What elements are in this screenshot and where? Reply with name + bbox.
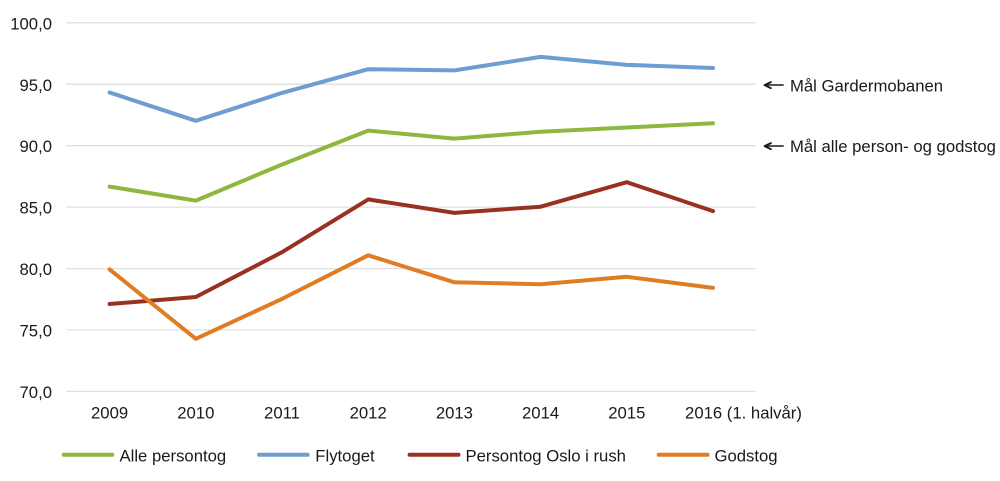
svg-text:75,0: 75,0: [20, 322, 52, 341]
svg-text:2012: 2012: [350, 403, 387, 422]
svg-text:2009: 2009: [91, 403, 128, 422]
svg-text:2010: 2010: [177, 403, 214, 422]
svg-text:Mål alle person- og godstog: Mål alle person- og godstog: [790, 137, 996, 156]
svg-text:90,0: 90,0: [20, 137, 52, 156]
svg-text:100,0: 100,0: [10, 14, 52, 33]
svg-text:80,0: 80,0: [20, 260, 52, 279]
svg-text:85,0: 85,0: [20, 199, 52, 218]
svg-text:2011: 2011: [264, 403, 300, 422]
svg-text:Mål Gardermobanen: Mål Gardermobanen: [790, 77, 943, 96]
svg-text:Godstog: Godstog: [715, 447, 778, 466]
svg-text:2016 (1. halvår): 2016 (1. halvår): [685, 403, 802, 422]
svg-text:2014: 2014: [522, 403, 559, 422]
svg-text:Flytoget: Flytoget: [315, 447, 375, 466]
svg-text:2013: 2013: [436, 403, 473, 422]
svg-text:70,0: 70,0: [20, 383, 52, 402]
svg-text:2015: 2015: [608, 403, 645, 422]
svg-text:Persontog Oslo i rush: Persontog Oslo i rush: [466, 447, 626, 466]
svg-text:95,0: 95,0: [20, 76, 52, 95]
svg-text:Alle persontog: Alle persontog: [120, 447, 227, 466]
